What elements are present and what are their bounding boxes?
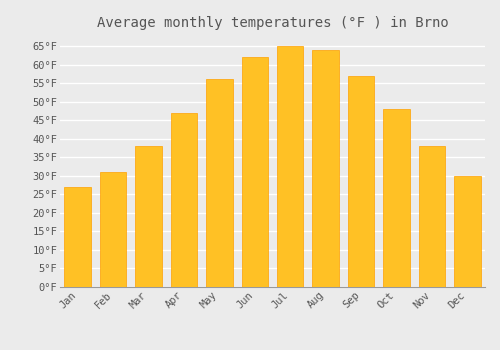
- Bar: [170, 113, 197, 287]
- Bar: [418, 146, 445, 287]
- Bar: [383, 109, 409, 287]
- Bar: [348, 76, 374, 287]
- Bar: [242, 57, 268, 287]
- Bar: [454, 176, 480, 287]
- Bar: [136, 146, 162, 287]
- Bar: [277, 46, 303, 287]
- Bar: [64, 187, 91, 287]
- Bar: [206, 79, 233, 287]
- Title: Average monthly temperatures (°F ) in Brno: Average monthly temperatures (°F ) in Br…: [96, 16, 448, 30]
- Bar: [100, 172, 126, 287]
- Bar: [312, 50, 339, 287]
